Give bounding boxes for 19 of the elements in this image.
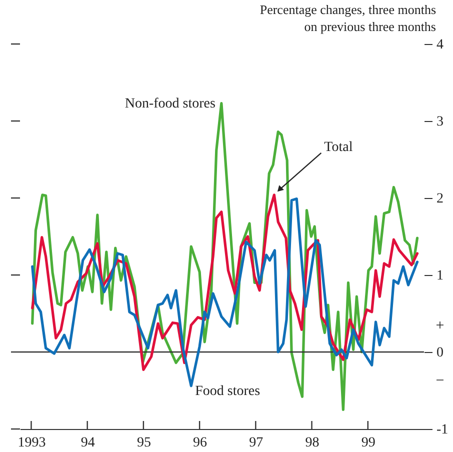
annotation: Food stores	[195, 384, 260, 399]
y-tick-label: 2	[436, 192, 444, 206]
y-tick-label: 0	[436, 346, 444, 360]
y-tick-label: 4	[436, 38, 444, 52]
x-tick-label: 99	[361, 436, 376, 450]
x-tick-label: 1993	[18, 436, 46, 450]
text: −	[436, 373, 444, 389]
annotation: Total	[324, 140, 353, 155]
x-tick-label: 95	[136, 436, 151, 450]
x-tick-label: 94	[80, 436, 95, 450]
y-axis-title: Percentage changes, three months on previous three months	[260, 2, 436, 34]
y-tick-label: -1	[436, 422, 448, 438]
x-tick-label: 98	[305, 436, 320, 450]
x-tick-label: 96	[193, 436, 208, 450]
text: +	[436, 318, 444, 334]
y-tick-label: 3	[436, 114, 444, 130]
annotation: Non-food stores	[124, 96, 216, 112]
x-tick-label: 97	[249, 436, 264, 450]
y-tick-label: 1	[436, 268, 444, 284]
